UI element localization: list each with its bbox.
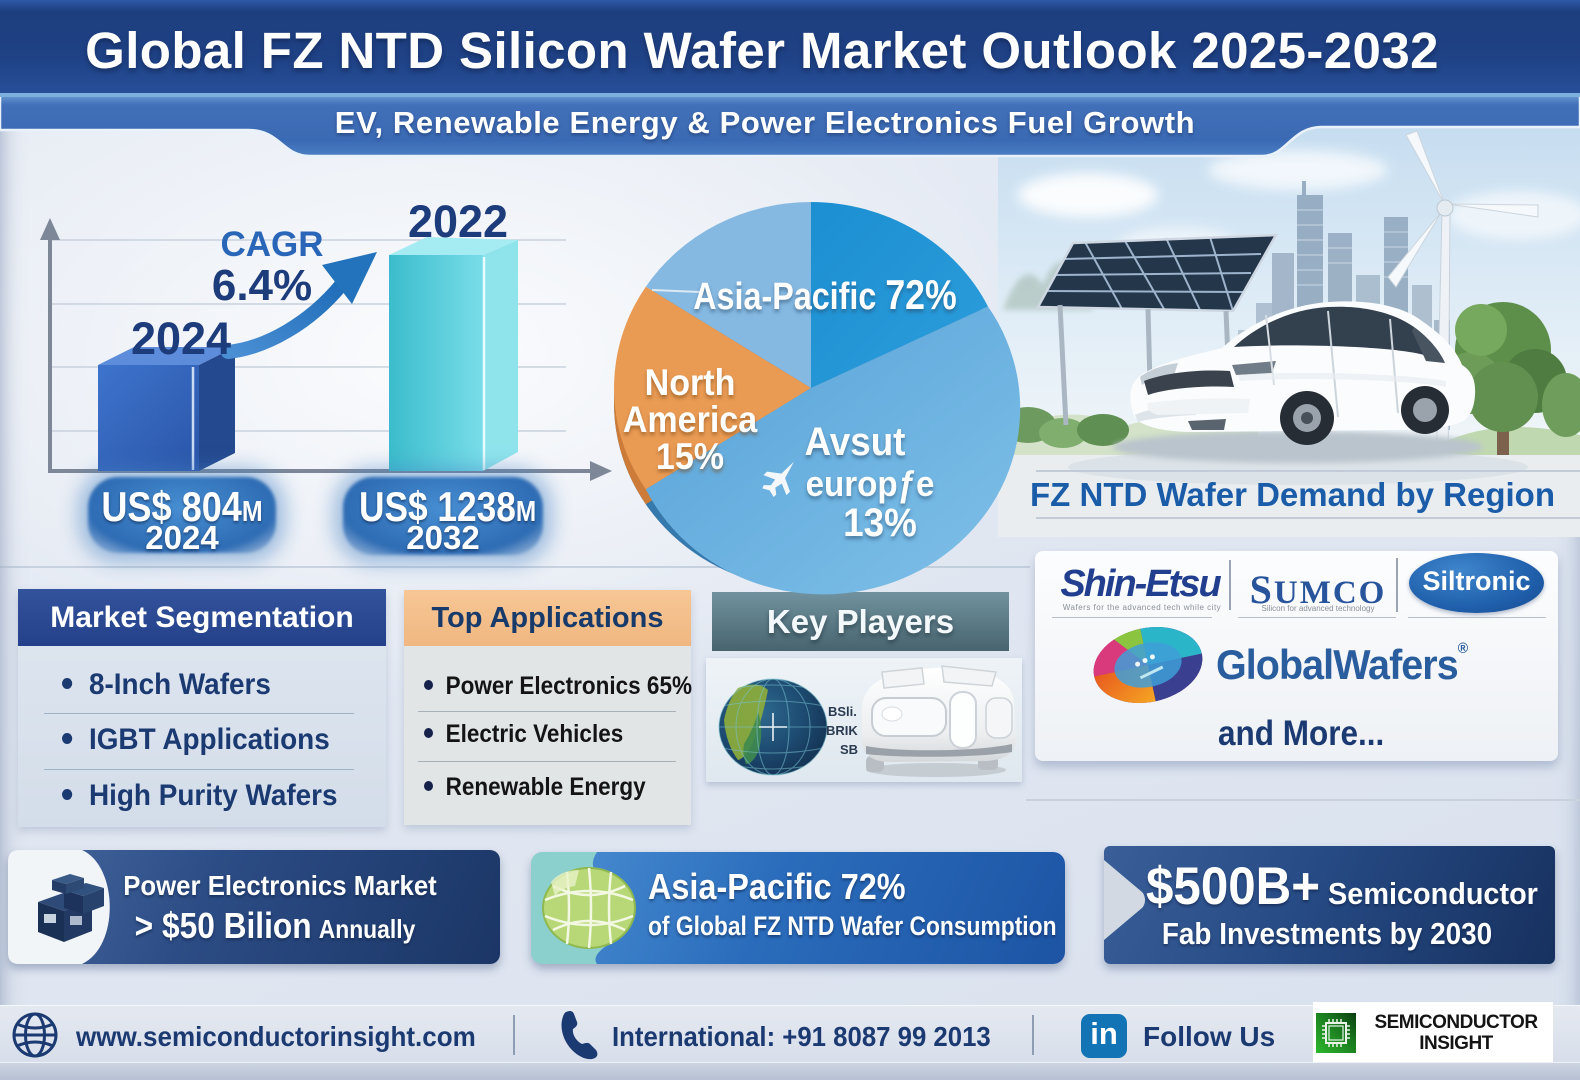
svg-text:BRIK: BRIK: [826, 723, 858, 738]
svg-text:BSli.: BSli.: [828, 704, 857, 719]
svg-text:SB: SB: [840, 742, 858, 757]
